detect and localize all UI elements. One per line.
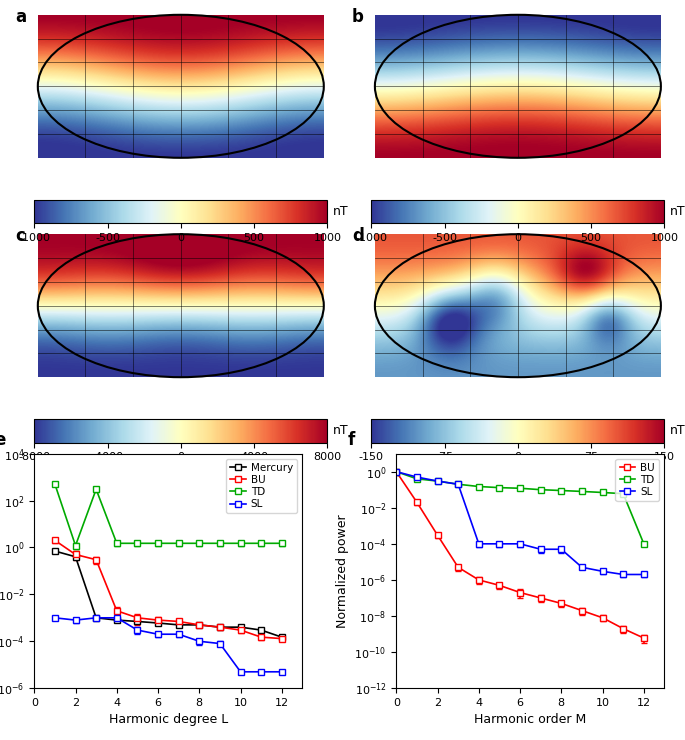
X-axis label: Harmonic degree L: Harmonic degree L	[109, 713, 228, 727]
Text: b: b	[352, 7, 364, 26]
Text: nT: nT	[671, 424, 685, 437]
Text: nT: nT	[333, 205, 349, 218]
Text: c: c	[15, 227, 25, 245]
X-axis label: Harmonic order M: Harmonic order M	[474, 713, 586, 727]
Text: nT: nT	[671, 205, 685, 218]
Text: f: f	[348, 431, 356, 449]
Text: e: e	[0, 431, 5, 449]
Y-axis label: Normalized power: Normalized power	[336, 514, 349, 628]
Text: d: d	[352, 227, 364, 245]
Text: nT: nT	[333, 424, 349, 437]
Text: a: a	[15, 7, 26, 26]
Legend: Mercury, BU, TD, SL: Mercury, BU, TD, SL	[226, 459, 297, 514]
Legend: BU, TD, SL: BU, TD, SL	[615, 459, 659, 501]
